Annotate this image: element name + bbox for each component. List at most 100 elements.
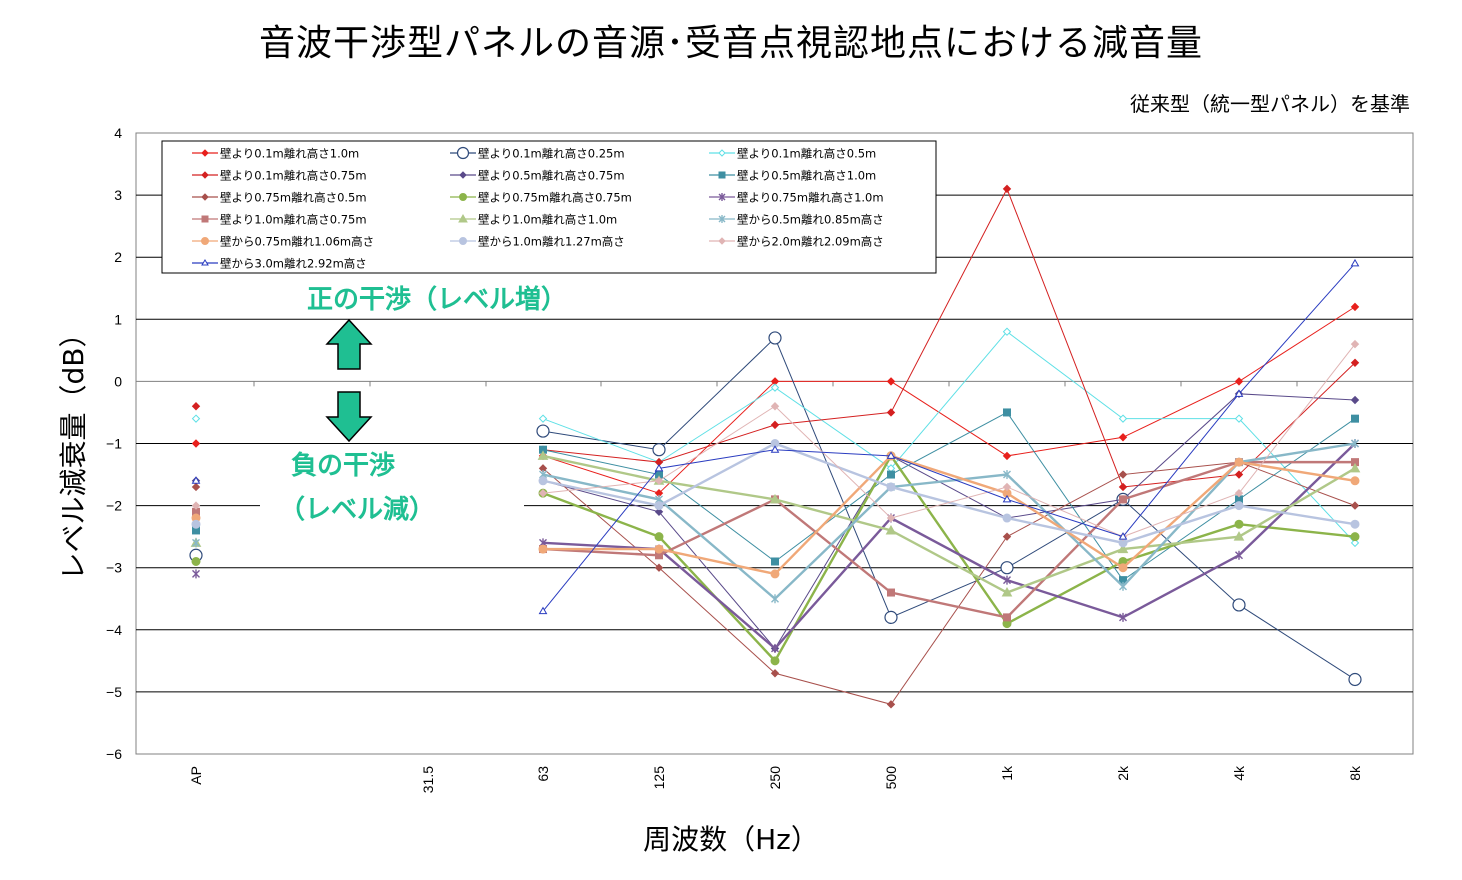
y-tick-label: −4 xyxy=(106,622,122,638)
x-tick-label: 500 xyxy=(883,766,899,790)
series-line xyxy=(542,337,1356,680)
positive-interference-label: 正の干渉（レベル増） xyxy=(307,285,567,315)
series-line xyxy=(543,454,1356,576)
data-point xyxy=(654,532,664,542)
data-point xyxy=(1350,501,1360,510)
legend-label: 壁より0.5m離れ高さ0.75m xyxy=(478,169,625,183)
y-tick-label: −1 xyxy=(106,436,122,452)
legend-label: 壁より0.1m離れ高さ0.5m xyxy=(737,147,876,161)
data-point xyxy=(538,414,548,423)
data-point xyxy=(536,424,550,438)
legend-label: 壁から3.0m離れ2.92m高さ xyxy=(220,257,367,271)
data-point xyxy=(1350,476,1360,486)
legend-label: 壁から0.5m離れ0.85m高さ xyxy=(737,213,884,227)
data-point xyxy=(769,493,781,504)
data-point xyxy=(654,563,664,572)
legend-item: 壁から3.0m離れ2.92m高さ xyxy=(192,257,367,271)
x-axis-label: 周波数（Hz） xyxy=(643,823,819,856)
data-point xyxy=(887,470,895,479)
data-point xyxy=(538,606,548,615)
legend-item: 壁より1.0m離れ高さ0.75m xyxy=(192,213,367,227)
data-point xyxy=(1235,550,1243,560)
series-line xyxy=(542,453,1356,663)
data-point xyxy=(770,420,780,430)
series-group xyxy=(189,184,1362,709)
data-point xyxy=(654,463,664,472)
data-point xyxy=(1349,462,1361,473)
data-point xyxy=(770,569,780,579)
data-point xyxy=(771,557,779,566)
y-tick-label: −6 xyxy=(106,746,122,762)
data-point xyxy=(1350,532,1360,542)
legend-item: 壁から1.0m離れ1.27m高さ xyxy=(450,235,625,249)
y-tick-label: −5 xyxy=(106,684,122,700)
series-line xyxy=(542,263,1356,612)
data-point xyxy=(1350,519,1360,529)
x-tick-label: 63 xyxy=(535,766,551,782)
legend-box xyxy=(161,140,937,274)
negative-interference-sublabel: （レベル減） xyxy=(279,495,435,525)
series-line xyxy=(542,454,1356,594)
series-15 xyxy=(191,339,1360,541)
data-point xyxy=(1002,513,1012,523)
interference-annotations: 正の干渉（レベル増） 負の干渉 （レベル減） xyxy=(260,285,567,532)
legend-item: 壁より0.75m離れ高さ0.75m xyxy=(450,191,632,205)
data-point xyxy=(884,610,898,624)
data-point xyxy=(886,513,896,523)
data-point xyxy=(1351,414,1359,423)
data-point xyxy=(1234,519,1244,529)
series-line xyxy=(542,442,1356,651)
data-point xyxy=(1000,561,1014,575)
legend: 壁より0.1m離れ高さ1.0m 壁より0.1m離れ高さ0.25m 壁より0.1m離れ… xyxy=(161,140,937,274)
data-point xyxy=(770,669,780,678)
series-line xyxy=(542,461,1356,705)
data-point xyxy=(654,544,664,554)
data-point xyxy=(1233,531,1245,541)
data-point xyxy=(887,588,895,597)
data-point xyxy=(1002,532,1012,541)
legend-label: 壁より1.0m離れ高さ1.0m xyxy=(478,213,617,227)
legend-label: 壁より0.75m離れ高さ0.75m xyxy=(478,191,632,205)
series-8 xyxy=(191,451,1360,666)
data-point xyxy=(1118,482,1128,492)
legend-label: 壁より0.1m離れ高さ1.0m xyxy=(220,147,359,161)
data-point xyxy=(770,656,780,666)
y-tick-label: 0 xyxy=(114,373,122,389)
data-point xyxy=(1234,389,1244,397)
data-point xyxy=(1117,543,1129,554)
x-tick-label: 125 xyxy=(651,766,667,790)
data-point xyxy=(886,451,896,459)
data-point xyxy=(771,643,779,653)
y-tick-label: −3 xyxy=(106,560,122,576)
data-point xyxy=(1118,532,1128,540)
legend-label: 壁より0.75m離れ高さ0.5m xyxy=(220,191,367,205)
data-point xyxy=(191,476,201,484)
chart-title: 音波干渉型パネルの音源･受音点視認地点における減音量 xyxy=(258,23,1203,64)
legend-item: 壁より0.5m離れ高さ1.0m xyxy=(709,169,876,183)
data-point xyxy=(191,439,201,448)
legend-item: 壁より0.1m離れ高さ1.0m xyxy=(192,147,359,161)
series-1 xyxy=(191,302,1360,498)
data-point xyxy=(1001,587,1013,597)
legend-item: 壁より0.75m離れ高さ0.5m xyxy=(192,191,367,205)
data-point xyxy=(1119,495,1127,504)
data-point xyxy=(191,556,201,566)
data-point xyxy=(1234,488,1244,498)
data-point xyxy=(192,569,200,579)
x-tick-label: AP xyxy=(188,766,204,785)
data-point xyxy=(192,538,200,548)
legend-label: 壁より0.1m離れ高さ0.25m xyxy=(478,147,625,161)
data-point xyxy=(1350,302,1360,312)
data-point xyxy=(1350,538,1360,548)
data-point xyxy=(537,450,549,460)
series-12 xyxy=(192,439,1359,604)
data-point xyxy=(1002,482,1012,492)
data-point xyxy=(1118,433,1128,442)
data-point xyxy=(1234,377,1244,386)
legend-label: 壁より0.5m離れ高さ1.0m xyxy=(737,169,876,183)
data-point xyxy=(1234,414,1244,423)
legend-item: 壁より0.5m離れ高さ0.75m xyxy=(450,169,625,183)
x-tick-label: 4k xyxy=(1231,765,1247,781)
y-tick-label: 1 xyxy=(114,311,122,327)
